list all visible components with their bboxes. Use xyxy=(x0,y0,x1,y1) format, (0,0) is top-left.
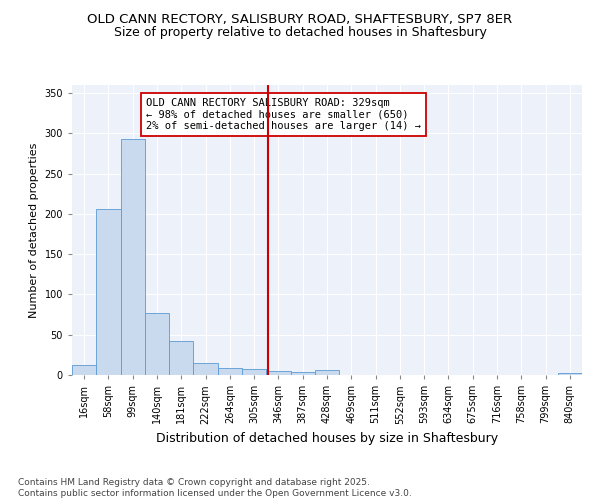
Y-axis label: Number of detached properties: Number of detached properties xyxy=(29,142,39,318)
Bar xyxy=(558,374,582,375)
X-axis label: Distribution of detached houses by size in Shaftesbury: Distribution of detached houses by size … xyxy=(156,432,498,445)
Bar xyxy=(218,368,242,375)
Bar xyxy=(193,363,218,375)
Bar xyxy=(315,370,339,375)
Bar xyxy=(266,371,290,375)
Text: OLD CANN RECTORY SALISBURY ROAD: 329sqm
← 98% of detached houses are smaller (65: OLD CANN RECTORY SALISBURY ROAD: 329sqm … xyxy=(146,98,421,131)
Text: OLD CANN RECTORY, SALISBURY ROAD, SHAFTESBURY, SP7 8ER: OLD CANN RECTORY, SALISBURY ROAD, SHAFTE… xyxy=(88,12,512,26)
Text: Contains HM Land Registry data © Crown copyright and database right 2025.
Contai: Contains HM Land Registry data © Crown c… xyxy=(18,478,412,498)
Bar xyxy=(290,372,315,375)
Bar xyxy=(121,139,145,375)
Bar xyxy=(242,370,266,375)
Bar xyxy=(169,341,193,375)
Bar xyxy=(145,313,169,375)
Bar xyxy=(96,209,121,375)
Text: Size of property relative to detached houses in Shaftesbury: Size of property relative to detached ho… xyxy=(113,26,487,39)
Bar xyxy=(72,364,96,375)
